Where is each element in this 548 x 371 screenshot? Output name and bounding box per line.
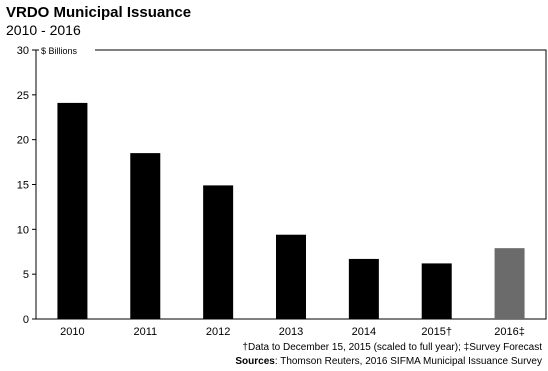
x-tick-label: 2011 (133, 326, 157, 338)
y-tick-label: 10 (17, 224, 29, 236)
chart-title: VRDO Municipal Issuance (6, 4, 192, 21)
bar-2015† (421, 263, 452, 319)
y-tick-label: 5 (23, 269, 29, 281)
y-tick-label: 30 (17, 45, 29, 57)
y-tick-label: 20 (17, 135, 29, 147)
footnote: †Data to December 15, 2015 (scaled to fu… (242, 342, 542, 353)
chart-subtitle: 2010 - 2016 (6, 22, 81, 38)
x-tick-label: 2015† (421, 326, 452, 338)
y-axis-label: $ Billions (41, 46, 78, 56)
sources-label: Sources (235, 356, 275, 367)
y-tick-label: 25 (17, 90, 29, 102)
bar-2012 (203, 185, 234, 319)
sources-text: : Thomson Reuters, 2016 SIFMA Municipal … (274, 356, 542, 367)
sources-note: Sources: Thomson Reuters, 2016 SIFMA Mun… (235, 356, 542, 367)
bar-2013 (276, 234, 306, 319)
bar-2016‡ (494, 248, 525, 319)
y-axis-label-bg (39, 44, 95, 56)
x-tick-label: 2010 (60, 326, 84, 338)
x-tick-label: 2016‡ (494, 326, 525, 338)
y-tick-label: 0 (23, 314, 29, 326)
x-tick-label: 2014 (352, 326, 376, 338)
bar-2010 (57, 102, 88, 319)
bar-2014 (348, 258, 379, 319)
x-tick-label: 2012 (206, 326, 230, 338)
bar-2011 (130, 153, 161, 319)
y-tick-label: 15 (17, 180, 29, 192)
x-tick-label: 2013 (279, 326, 303, 338)
